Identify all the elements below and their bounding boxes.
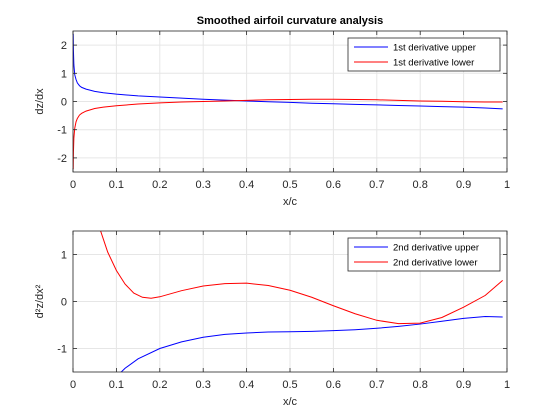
x-tick-label: 0 [70,379,76,391]
x-tick-label: 0.8 [413,179,428,191]
x-tick-label: 0.6 [326,379,341,391]
top-derivative-plot: 0 0.1 0.2 0.3 0.4 0.5 0.6 0.7 0.8 0.9 1 -2 -1 0 1 2 Smoo… [34,15,510,208]
x-tick-label: 0.5 [282,179,297,191]
series-line-lower [100,231,503,325]
x-tick-label: 0.7 [369,379,384,391]
x-axis-label: x/c [283,196,298,208]
legend: 1st derivative upper 1st derivative lower [347,37,501,72]
x-tick-label: 0.2 [152,179,167,191]
y-axis-label: d²z/dx² [34,284,46,318]
y-tick-label: 2 [61,40,67,52]
series-line-upper [120,316,503,372]
legend-entry: 2nd derivative upper [393,243,479,254]
x-tick-label: 0 [70,179,76,191]
x-tick-label: 0.9 [456,379,471,391]
legend-entry: 1st derivative lower [393,58,474,69]
legend-entry: 2nd derivative lower [393,258,478,269]
y-tick-label: 0 [61,297,67,309]
y-tick-label: 1 [61,250,67,262]
y-axis-label: dz/dx [34,88,46,115]
legend: 2nd derivative upper 2nd derivative lower [347,237,501,272]
y-tick-label: -2 [57,153,67,165]
series-line-upper [73,33,503,110]
x-tick-label: 0.1 [109,179,124,191]
x-tick-label: 0.9 [456,179,471,191]
y-tick-label: -1 [57,344,67,356]
x-tick-label: 0.4 [239,379,254,391]
x-tick-label: 1 [504,379,510,391]
series-line-lower [73,98,503,170]
x-tick-label: 0.1 [109,379,124,391]
x-tick-label: 0.5 [282,379,297,391]
x-tick-label: 0.6 [326,179,341,191]
x-tick-label: 0.4 [239,179,254,191]
x-tick-label: 0.7 [369,179,384,191]
bottom-derivative-plot: 0 0.1 0.2 0.3 0.4 0.5 0.6 0.7 0.8 0.9 1 -1 0 1 x/c d²z/… [34,230,510,408]
legend-box [347,237,501,272]
y-tick-label: 1 [61,68,67,80]
x-tick-label: 0.8 [413,379,428,391]
y-tick-label: -1 [57,125,67,137]
legend-entry: 1st derivative upper [393,43,476,54]
x-axis-label: x/c [283,396,298,408]
chart-title: Smoothed airfoil curvature analysis [197,15,383,27]
legend-box [347,37,501,72]
y-tick-label: 0 [61,97,67,109]
x-tick-label: 0.3 [196,179,211,191]
x-tick-label: 0.3 [196,379,211,391]
x-tick-label: 0.2 [152,379,167,391]
x-tick-label: 1 [504,179,510,191]
